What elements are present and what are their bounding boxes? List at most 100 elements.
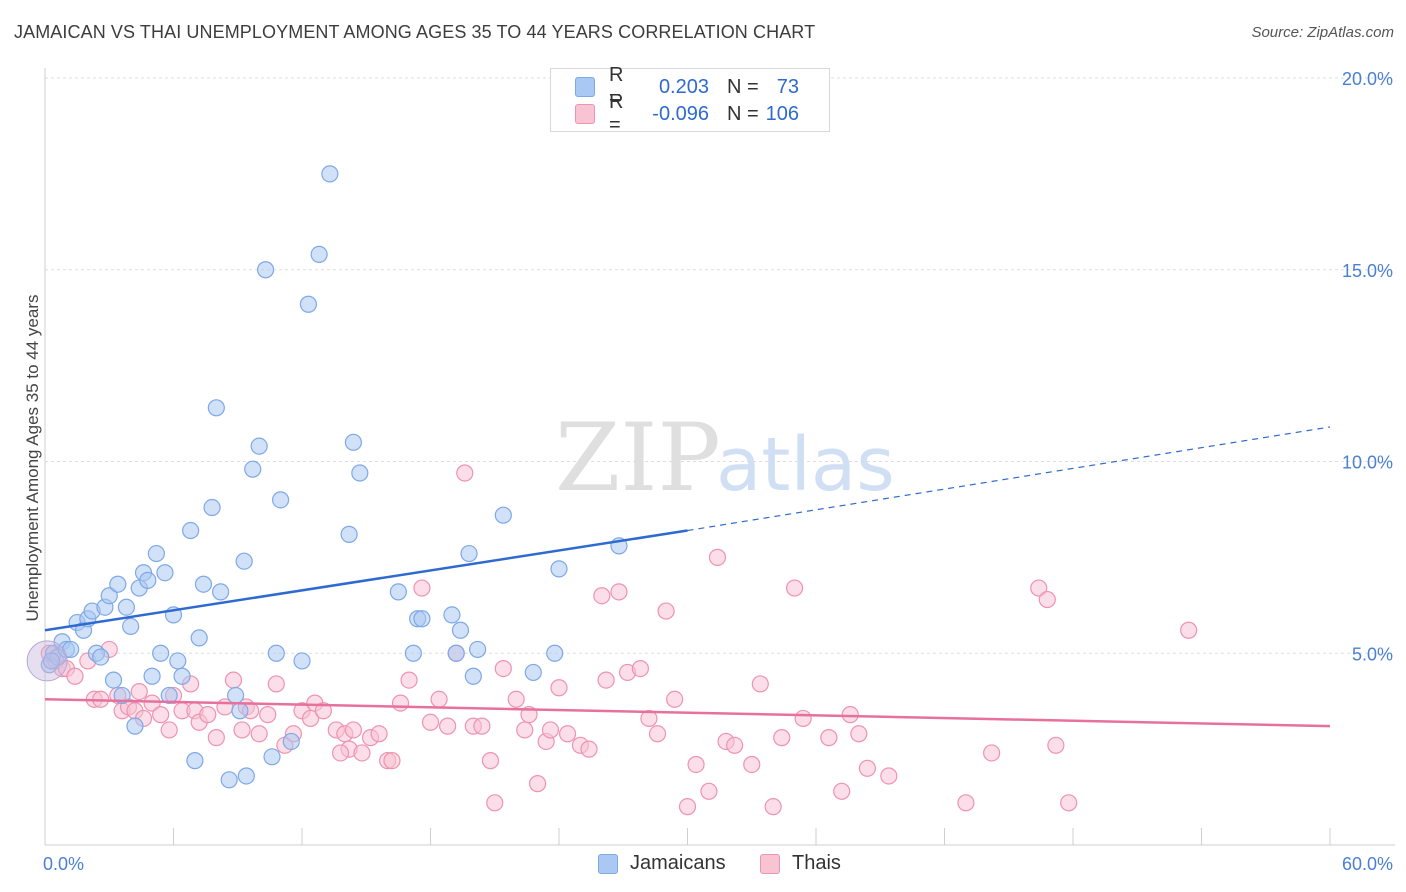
thai-point xyxy=(785,579,804,597)
jamaican-point xyxy=(389,583,407,601)
thai-point xyxy=(233,721,251,739)
thai-point xyxy=(1030,579,1048,597)
thai-point xyxy=(773,729,791,747)
thai-point xyxy=(413,579,431,597)
legend-n-label: N = xyxy=(727,102,759,125)
thai-point xyxy=(391,694,410,712)
thai-point xyxy=(383,752,401,770)
legend-label-jamaicans: Jamaicans xyxy=(630,852,726,874)
jamaican-point xyxy=(220,771,238,789)
jamaican-point xyxy=(139,571,157,589)
legend-item-jamaicans[interactable]: Jamaicans xyxy=(598,852,726,875)
jamaican-point xyxy=(344,433,362,451)
thai-point xyxy=(430,690,448,708)
jamaican-point xyxy=(92,648,110,666)
jamaican-point xyxy=(310,245,328,264)
thai-point xyxy=(751,675,769,693)
thai-trend-line xyxy=(44,698,1331,728)
thai-point xyxy=(494,659,512,678)
jamaican-point xyxy=(250,437,268,455)
thai-point xyxy=(841,706,859,724)
thai-point xyxy=(486,794,504,812)
thai-point xyxy=(1060,794,1078,812)
jamaican-point xyxy=(443,606,461,624)
y-tick-label: 15.0% xyxy=(1342,261,1393,281)
jamaican-point xyxy=(256,261,275,279)
thai-point xyxy=(541,721,560,739)
jamaican-point xyxy=(109,575,127,593)
legend-r-label: R = xyxy=(609,64,624,109)
jamaican-point xyxy=(546,644,564,662)
thai-point xyxy=(353,744,371,762)
jamaican-point xyxy=(143,667,161,685)
axes xyxy=(44,68,1395,846)
thai-point xyxy=(666,690,684,708)
thai-point xyxy=(528,775,547,793)
thai-point xyxy=(1180,621,1198,639)
jamaican-point xyxy=(207,399,225,417)
thai-point xyxy=(456,464,474,482)
jamaican-point xyxy=(186,752,204,770)
thai-point xyxy=(152,706,170,724)
thai-point xyxy=(550,679,568,697)
y-tick-label: 10.0% xyxy=(1342,453,1393,473)
thai-point xyxy=(224,671,243,689)
jamaican-point xyxy=(469,640,487,659)
thai-point xyxy=(1038,590,1056,609)
legend-label-thais: Thais xyxy=(792,852,841,874)
thai-point xyxy=(593,587,611,605)
jamaican-point xyxy=(117,598,135,616)
thai-point xyxy=(648,725,667,743)
jamaican-point xyxy=(104,671,123,689)
jamaican-trend-extension xyxy=(687,426,1331,532)
thai-point xyxy=(314,702,333,720)
jamaican-point xyxy=(244,460,262,478)
legend-swatch-jamaicans xyxy=(598,853,618,874)
thai-point xyxy=(439,717,457,735)
thai-point xyxy=(850,725,868,743)
y-tick-label: 5.0% xyxy=(1352,644,1393,664)
jamaican-point xyxy=(321,165,339,183)
legend-item-thais[interactable]: Thais xyxy=(760,852,841,875)
thai-point xyxy=(678,798,697,816)
jamaican-point xyxy=(282,732,300,751)
jamaican-point xyxy=(126,717,144,735)
thai-point xyxy=(400,671,418,689)
jamaican-point xyxy=(182,521,200,540)
y-axis-label: Unemployment Among Ages 35 to 44 years xyxy=(23,295,42,622)
thai-point xyxy=(640,709,658,728)
jamaican-point xyxy=(237,767,255,785)
jamaican-point xyxy=(160,686,178,705)
jamaican-point xyxy=(190,629,208,647)
jamaican-point xyxy=(227,686,245,705)
jamaican-point xyxy=(271,491,290,509)
x-tick-label: 0.0% xyxy=(43,854,84,874)
jamaican-point xyxy=(524,663,542,682)
thai-point xyxy=(743,755,761,774)
jamaican-point xyxy=(62,640,80,659)
thai-point xyxy=(143,694,161,712)
jamaican-point xyxy=(404,644,422,662)
thai-point xyxy=(1047,736,1065,754)
jamaican-point xyxy=(156,564,174,582)
jamaican-point xyxy=(194,575,213,593)
legend-n-label: N = xyxy=(727,75,759,98)
jamaican-point xyxy=(351,464,369,482)
jamaican-point xyxy=(152,644,170,662)
data-points xyxy=(26,165,1198,816)
jamaican-point xyxy=(231,702,249,720)
jamaican-point xyxy=(464,667,482,685)
thai-point xyxy=(481,752,500,770)
thai-point xyxy=(66,667,84,685)
jamaican-point xyxy=(147,544,165,563)
jamaican-point xyxy=(212,583,230,601)
thai-point xyxy=(957,794,975,812)
thai-point xyxy=(130,682,148,701)
thai-point xyxy=(700,782,718,800)
jamaican-point xyxy=(447,644,465,662)
thai-point xyxy=(726,736,744,754)
watermark: ZIP atlas xyxy=(555,404,895,513)
jamaican-point xyxy=(113,686,131,705)
thai-point xyxy=(597,671,615,689)
